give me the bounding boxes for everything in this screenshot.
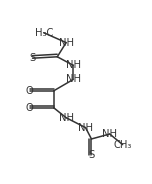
Text: S: S [88, 150, 95, 160]
Text: CH₃: CH₃ [114, 140, 132, 150]
Text: O: O [26, 103, 33, 113]
Text: NH: NH [78, 123, 93, 133]
Text: NH: NH [66, 60, 81, 70]
Text: O: O [26, 86, 33, 96]
Text: NH: NH [66, 75, 81, 84]
Text: NH: NH [102, 129, 117, 139]
Text: NH: NH [59, 38, 74, 48]
Text: S: S [29, 53, 36, 63]
Text: NH: NH [59, 113, 74, 123]
Text: H₃C: H₃C [35, 28, 53, 38]
